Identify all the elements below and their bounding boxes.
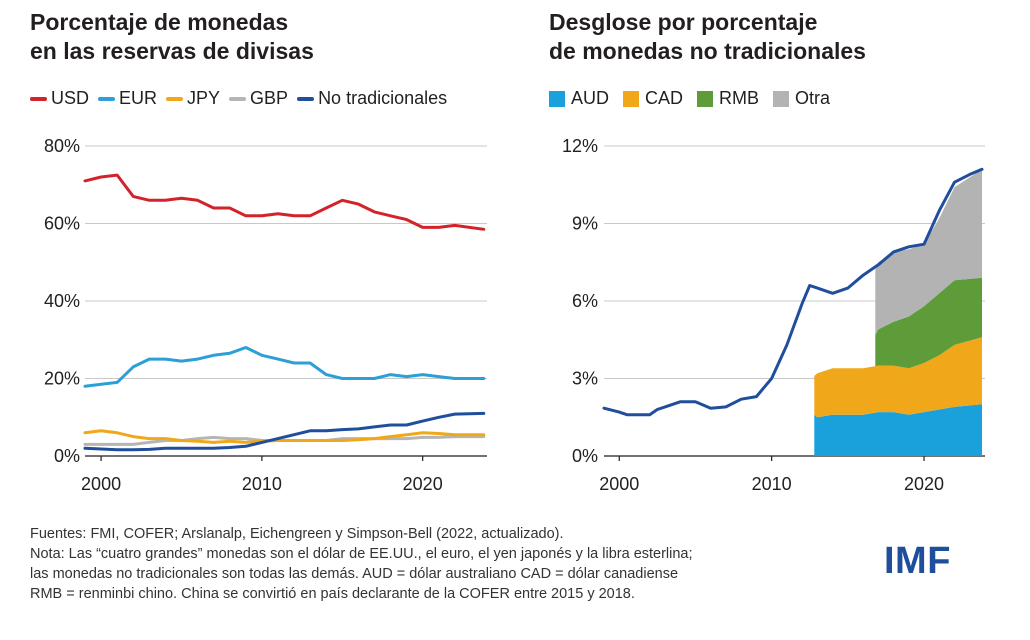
legend-item-gbp: GBP (229, 88, 288, 109)
legend-swatch-gbp (229, 96, 247, 101)
right-chart-legend: AUD CAD RMB Otra (549, 88, 844, 109)
left-chart-legend: USD EUR JPY GBP No tradicionales (30, 88, 456, 109)
left-chart-x-tick-label: 2020 (403, 474, 443, 494)
right-chart-x-tick-label: 2000 (599, 474, 639, 494)
left-chart-title-line-1: Porcentaje de monedas (30, 9, 289, 35)
right-chart-y-tick-label: 3% (572, 369, 598, 389)
left-chart-title: Porcentaje de monedas en las reservas de… (30, 8, 314, 66)
right-area-aud (814, 404, 982, 456)
legend-item-eur: EUR (98, 88, 157, 109)
left-chart-y-tick-label: 80% (44, 136, 80, 156)
left-chart-y-tick-label: 0% (54, 446, 80, 466)
legend-swatch-no-tradicionales (297, 96, 315, 101)
legend-item-jpy: JPY (166, 88, 220, 109)
legend-item-no-tradicionales: No tradicionales (297, 88, 447, 109)
right-total-line (602, 167, 984, 417)
right-chart-y-tick-label: 6% (572, 291, 598, 311)
footnote-sources: Fuentes: FMI, COFER; Arslanalp, Eichengr… (30, 526, 564, 542)
legend-label-otra: Otra (795, 88, 831, 108)
footnote: Fuentes: FMI, COFER; Arslanalp, Eichengr… (30, 524, 693, 604)
legend-swatch-usd (30, 96, 47, 101)
legend-item-otra: Otra (773, 88, 830, 109)
left-chart-y-tick-label: 20% (44, 369, 80, 389)
legend-item-cad: CAD (623, 88, 683, 109)
legend-label-gbp: GBP (250, 88, 289, 108)
left-series-usd-line (83, 173, 486, 231)
right-area-cad (814, 337, 982, 418)
legend-label-aud: AUD (571, 88, 610, 108)
legend-label-cad: CAD (645, 88, 684, 108)
right-chart-x-tick-label: 2020 (904, 474, 944, 494)
left-series-eur-line (83, 346, 486, 388)
legend-swatch-otra (773, 90, 790, 107)
legend-swatch-cad (623, 90, 640, 107)
legend-item-aud: AUD (549, 88, 609, 109)
left-series-no-tradicionales-line (83, 411, 486, 452)
legend-swatch-aud (549, 90, 565, 107)
footnote-line-2: Nota: Las “cuatro grandes” monedas son e… (30, 546, 693, 562)
imf-logo: IMF (884, 540, 951, 582)
left-chart-title-line-2: en las reservas de divisas (30, 38, 314, 64)
legend-item-usd: USD (30, 88, 89, 109)
right-chart-title-line-2: de monedas no tradicionales (549, 38, 866, 64)
left-chart-y-tick-label: 40% (44, 291, 80, 311)
right-chart-title-line-1: Desglose por porcentaje (549, 9, 818, 35)
legend-label-rmb: RMB (719, 88, 760, 108)
right-chart-y-tick-label: 0% (572, 446, 598, 466)
left-chart-y-tick-label: 60% (44, 214, 80, 234)
legend-swatch-jpy (166, 96, 184, 101)
right-chart-title: Desglose por porcentaje de monedas no tr… (549, 8, 866, 66)
right-area-otra (875, 169, 982, 335)
legend-swatch-rmb (697, 90, 714, 107)
right-chart-y-tick-label: 12% (562, 136, 598, 156)
left-chart-x-tick-label: 2000 (81, 474, 121, 494)
legend-label-jpy: JPY (187, 88, 221, 108)
left-series-jpy-line (83, 429, 486, 444)
footnote-line-4: RMB = renminbi chino. China se convirtió… (30, 586, 635, 602)
legend-label-usd: USD (51, 88, 90, 108)
right-chart-y-tick-label: 9% (572, 214, 598, 234)
footnote-line-3: las monedas no tradicionales son todas l… (30, 566, 679, 582)
right-chart-x-tick-label: 2010 (752, 474, 792, 494)
legend-label-no-tradicionales: No tradicionales (318, 88, 448, 108)
legend-item-rmb: RMB (697, 88, 759, 109)
legend-label-eur: EUR (119, 88, 158, 108)
legend-swatch-eur (98, 96, 116, 101)
left-chart-x-tick-label: 2010 (242, 474, 282, 494)
right-area-rmb (875, 277, 982, 369)
